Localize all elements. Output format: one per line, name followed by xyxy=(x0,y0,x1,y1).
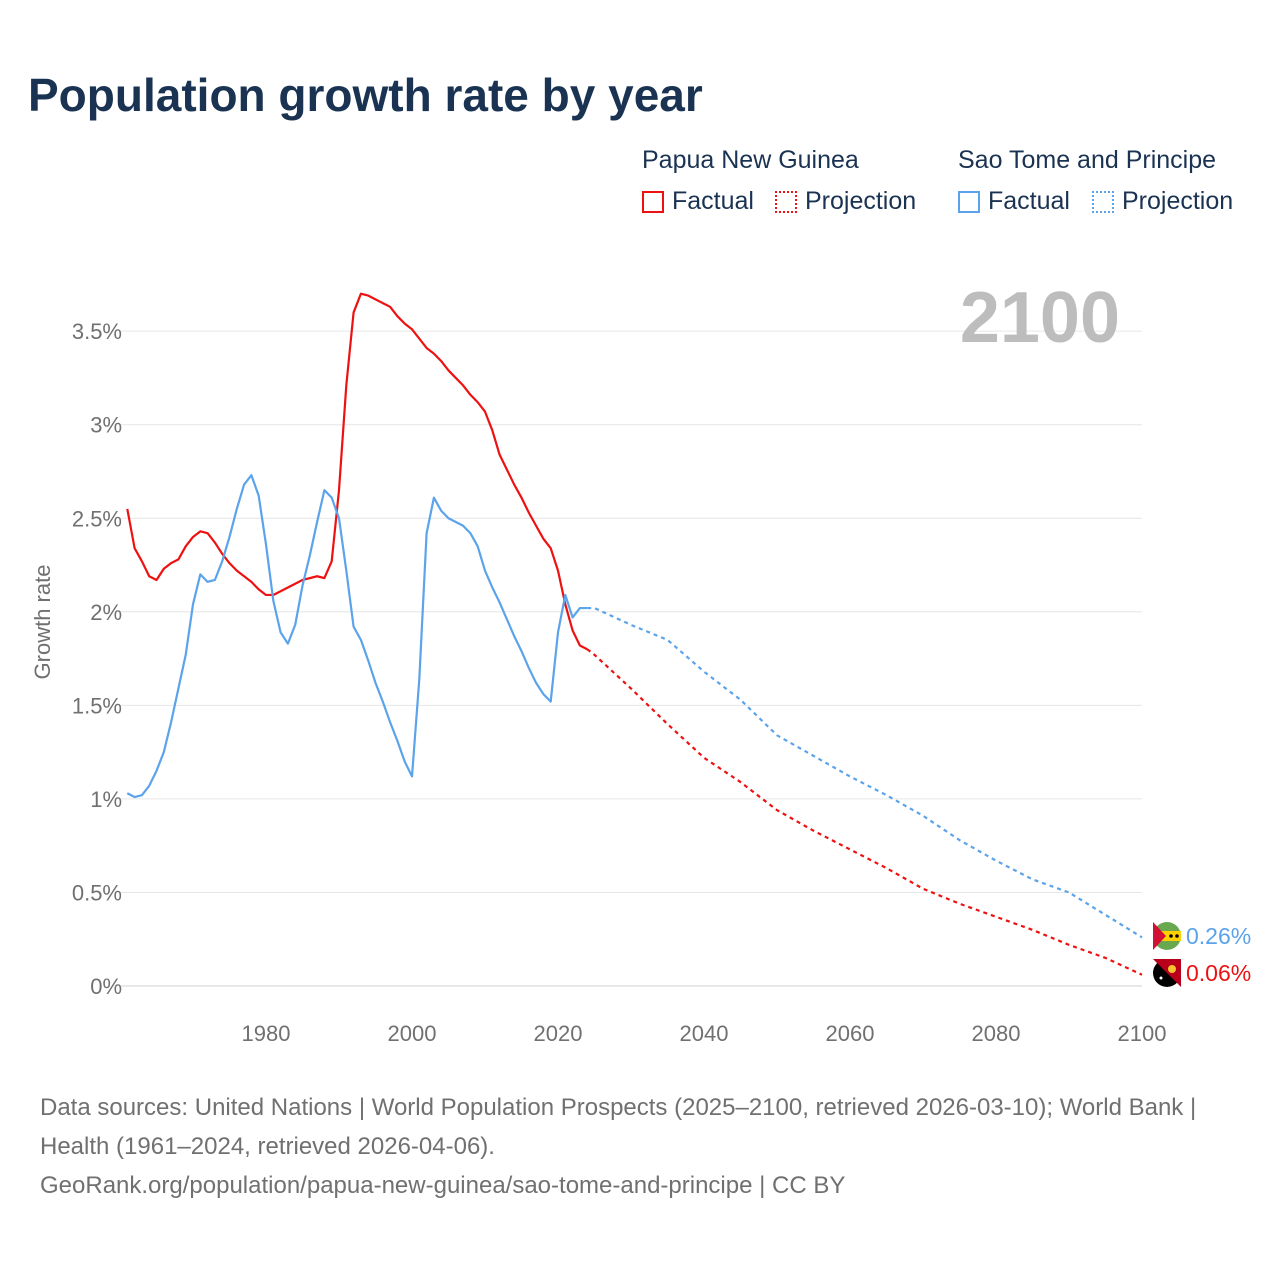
end-value-label: 0.06% xyxy=(1186,960,1251,986)
legend-swatch-solid xyxy=(958,190,980,213)
year-watermark: 2100 xyxy=(960,278,1120,358)
x-tick-label: 2020 xyxy=(534,1021,583,1046)
legend-label: Factual xyxy=(672,187,754,215)
x-tick-label: 2100 xyxy=(1118,1021,1167,1046)
legend-swatch-solid xyxy=(642,190,664,213)
y-tick-label: 1% xyxy=(90,787,122,812)
source-note: Data sources: United Nations | World Pop… xyxy=(40,1088,1240,1205)
legend-label: Factual xyxy=(988,187,1070,215)
legend-label: Projection xyxy=(1122,187,1234,215)
flag-star xyxy=(1159,976,1163,980)
end-value-label: 0.26% xyxy=(1186,923,1251,949)
x-tick-label: 1980 xyxy=(242,1021,291,1046)
y-tick-label: 2% xyxy=(90,600,122,625)
y-tick-label: 3% xyxy=(90,413,122,438)
y-tick-label: 0.5% xyxy=(72,880,122,905)
flag-red xyxy=(1153,922,1166,950)
legend-stp-factual[interactable]: Factual xyxy=(958,187,1070,216)
legend-country-stp: Sao Tome and Principe xyxy=(958,146,1217,174)
legend-png-projection[interactable]: Projection xyxy=(775,187,916,216)
projection-line-1 xyxy=(587,606,1143,939)
legend-country-png: Papua New Guinea xyxy=(642,146,859,174)
y-tick-label: 3.5% xyxy=(72,319,122,344)
chart-title: Population growth rate by year xyxy=(28,69,703,121)
legend-png-factual[interactable]: Factual xyxy=(642,187,754,216)
flag-bird xyxy=(1168,965,1176,973)
x-tick-label: 2080 xyxy=(972,1021,1021,1046)
x-tick-label: 2000 xyxy=(388,1021,437,1046)
x-tick-label: 2060 xyxy=(826,1021,875,1046)
factual-line-0 xyxy=(126,292,588,651)
flag-star xyxy=(1169,934,1173,938)
legend-label: Projection xyxy=(805,187,917,215)
flag-star xyxy=(1175,934,1179,938)
legend-swatch-dotted xyxy=(775,190,797,213)
legend-stp-projection[interactable]: Projection xyxy=(1092,187,1233,216)
source-line-1: Data sources: United Nations | World Pop… xyxy=(40,1094,1197,1160)
legend-swatch-dotted xyxy=(1092,190,1114,213)
y-tick-label: 0% xyxy=(90,974,122,999)
projection-line-0 xyxy=(586,648,1143,976)
y-tick-label: 2.5% xyxy=(72,506,122,531)
stp-flag-icon xyxy=(1153,922,1181,950)
y-tick-label: 1.5% xyxy=(72,693,122,718)
flag-yellow xyxy=(1153,931,1181,941)
y-axis-label: Growth rate xyxy=(30,565,55,680)
png-flag-icon xyxy=(1153,959,1181,987)
x-tick-label: 2040 xyxy=(680,1021,729,1046)
source-line-2[interactable]: GeoRank.org/population/papua-new-guinea/… xyxy=(40,1172,846,1199)
factual-line-1 xyxy=(126,474,588,799)
